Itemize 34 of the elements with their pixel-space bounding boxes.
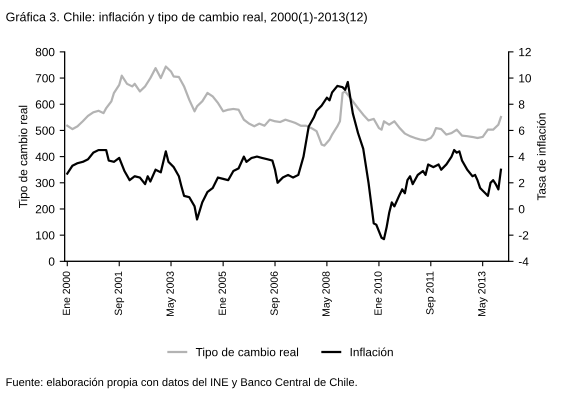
x-tick-label: May 2013 — [478, 272, 488, 316]
y-tick-label: 0 — [48, 257, 54, 266]
y-tick-label: 700 — [36, 74, 54, 82]
y-tick-label: 200 — [36, 205, 54, 214]
legend-label: Inflación — [350, 347, 393, 356]
y2-tick-label: 10 — [519, 74, 531, 82]
x-tick-label: May 2008 — [322, 272, 332, 316]
x-tick-label: May 2003 — [166, 272, 176, 316]
x-tick-label: Ene 2005 — [218, 272, 226, 315]
y2-tick-label: 6 — [518, 126, 524, 135]
legend-label: Tipo de cambio real — [196, 348, 298, 359]
line-series — [66, 65, 502, 147]
y2-tick-label: -2 — [518, 231, 528, 240]
chart-title: Gráfica 3. Chile: inflación y tipo de cambio real, 2000(1)-2013(12) — [6, 12, 367, 24]
y2-tick-label: 8 — [518, 100, 524, 109]
x-tick-label: Sep 2001 — [114, 272, 124, 316]
y2-tick-label: 0 — [518, 205, 524, 214]
y-tick-label: 100 — [36, 231, 54, 240]
y2-axis-title: Tasa de inflación — [536, 113, 546, 200]
y-tick-label: 600 — [36, 100, 54, 109]
y2-tick-label: 2 — [518, 178, 524, 188]
x-tick-label: Ene 2000 — [62, 271, 70, 315]
x-tick-label: Ene 2010 — [374, 271, 382, 315]
y2-tick-label: 4 — [518, 152, 525, 161]
y-tick-label: 300 — [36, 178, 54, 188]
x-tick-label: Sep 2011 — [426, 272, 436, 314]
y-tick-label: 500 — [36, 126, 54, 135]
y-axis-title: Tipo de cambio real — [18, 106, 30, 208]
y-tick-label: 400 — [35, 152, 54, 161]
y-tick-label: 800 — [36, 48, 54, 56]
y2-tick-label: 12 — [519, 48, 531, 56]
y2-tick-label: -4 — [518, 258, 528, 266]
source-note: Fuente: elaboración propia con datos del INE y Banco Central de Chile. — [6, 378, 357, 388]
x-tick-label: Sep 2006 — [270, 272, 280, 316]
